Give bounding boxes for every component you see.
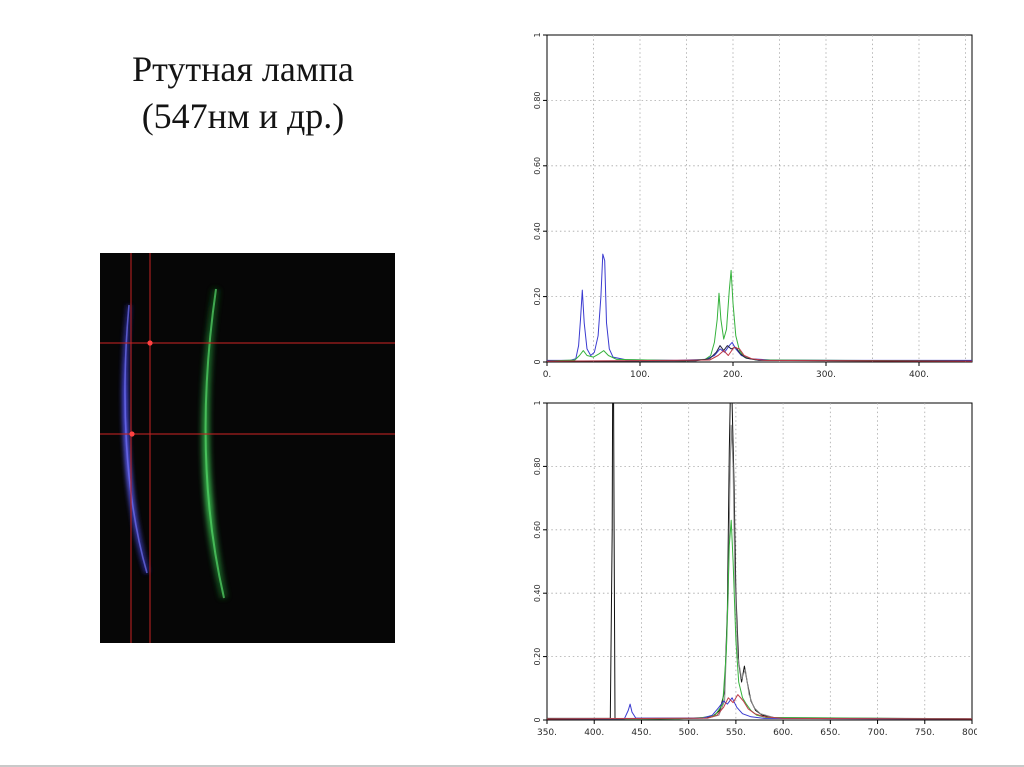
svg-text:0: 0 xyxy=(533,359,542,364)
svg-text:0.: 0. xyxy=(543,370,552,380)
svg-text:0.60: 0.60 xyxy=(533,521,542,539)
svg-text:0.60: 0.60 xyxy=(533,157,542,175)
svg-text:600.: 600. xyxy=(773,728,793,738)
spectrum-chart-bottom-canvas: 350. 400. 450. 500. 550. 600. 650. 700. 750. 800.… xyxy=(533,400,982,738)
green-spectral-arc-core xyxy=(204,288,225,599)
svg-text:100.: 100. xyxy=(630,370,650,380)
svg-text:700.: 700. xyxy=(868,728,888,738)
spectrum-photo xyxy=(100,253,395,643)
svg-text:0.20: 0.20 xyxy=(533,648,542,666)
svg-text:500.: 500. xyxy=(679,728,699,738)
svg-text:0.40: 0.40 xyxy=(533,584,542,602)
svg-text:0: 0 xyxy=(533,717,542,722)
spectrum-chart-top-canvas: 0. 100. 200. 300. 400. 1 0.80 0.60 0.40 0.20 0 xyxy=(533,32,973,380)
svg-text:400.: 400. xyxy=(584,728,604,738)
slide-title-line2: (547нм и др.) xyxy=(141,95,345,136)
svg-text:200.: 200. xyxy=(723,370,743,380)
svg-text:0.80: 0.80 xyxy=(533,457,542,475)
slide-bottom-rule xyxy=(0,765,1024,767)
svg-text:750.: 750. xyxy=(915,728,935,738)
svg-text:400.: 400. xyxy=(909,370,929,380)
svg-text:800.: 800. xyxy=(962,728,977,738)
svg-text:0.20: 0.20 xyxy=(533,288,542,306)
svg-text:450.: 450. xyxy=(631,728,651,738)
spectrum-chart-bottom: 350. 400. 450. 500. 550. 600. 650. 700. 750. 800.… xyxy=(521,396,982,746)
blue-spectral-arc-core xyxy=(124,304,148,574)
photo-background xyxy=(100,253,395,643)
slide-title-line1: Ртутная лампа xyxy=(132,49,354,89)
slide-title: Ртутная лампа (547нм и др.) xyxy=(58,46,428,140)
crosshair-marker-dot-1 xyxy=(147,340,153,346)
svg-text:0.80: 0.80 xyxy=(533,91,542,109)
svg-text:650.: 650. xyxy=(820,728,840,738)
svg-text:1: 1 xyxy=(533,32,542,37)
spectrum-photo-image xyxy=(100,253,395,643)
svg-text:550.: 550. xyxy=(726,728,746,738)
svg-text:350.: 350. xyxy=(537,728,557,738)
svg-text:1: 1 xyxy=(533,400,542,405)
crosshair-marker-dot-2 xyxy=(129,431,135,437)
svg-text:300.: 300. xyxy=(816,370,836,380)
svg-text:0.40: 0.40 xyxy=(533,222,542,240)
spectrum-chart-top: 0. 100. 200. 300. 400. 1 0.80 0.60 0.40 0.20 0 xyxy=(521,28,977,388)
